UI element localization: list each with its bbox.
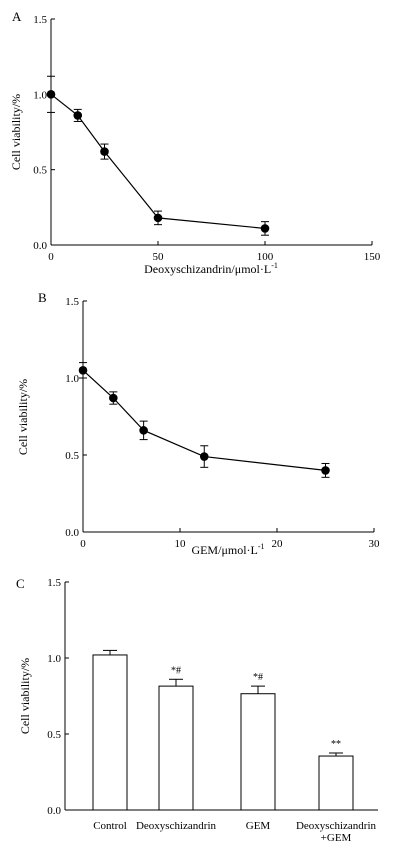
chart-panel-b: B 0.0 0.5 1.0 1.5 Cell viability/% 0 10 20 30 GEM/… bbox=[16, 290, 380, 557]
data-point bbox=[139, 426, 148, 435]
y-tick-label: 0.0 bbox=[33, 240, 47, 252]
data-point bbox=[153, 213, 163, 223]
data-point bbox=[73, 111, 83, 120]
category-label: +GEM bbox=[321, 832, 352, 844]
x-axis-label: Deoxyschizandrin/μmol·L-1 bbox=[144, 261, 278, 276]
x-axis-label-superscript: -1 bbox=[258, 542, 265, 551]
y-tick-label: 0.5 bbox=[65, 450, 79, 462]
bar bbox=[158, 685, 194, 811]
data-point bbox=[46, 90, 56, 99]
panel-label: C bbox=[16, 576, 25, 591]
x-tick-label: 20 bbox=[272, 538, 284, 550]
data-point bbox=[100, 147, 109, 156]
y-tick-label: 0.0 bbox=[65, 527, 79, 539]
x-tick-label: 0 bbox=[80, 538, 86, 550]
y-tick-label: 1.0 bbox=[65, 373, 79, 385]
y-axis-label: Cell viability/% bbox=[16, 379, 30, 455]
significance-label: *# bbox=[171, 665, 181, 676]
y-tick-label: 1.0 bbox=[47, 653, 61, 665]
significance-label: ** bbox=[331, 739, 341, 750]
data-point bbox=[199, 452, 209, 461]
series-line bbox=[50, 93, 266, 230]
panel-label: A bbox=[12, 9, 22, 24]
y-tick-label: 0.5 bbox=[47, 729, 61, 741]
category-label: Deoxyschizandrin bbox=[296, 820, 377, 832]
data-point bbox=[260, 224, 270, 233]
x-axis-label-text: Deoxyschizandrin/μmol·L bbox=[144, 262, 271, 276]
bar bbox=[92, 654, 128, 811]
y-tick-label: 1.5 bbox=[65, 296, 79, 308]
x-tick-label: 150 bbox=[364, 251, 381, 263]
chart-panel-a: A 0.0 0.5 1.0 1.5 Cell viability/% 0 50 100 150 De… bbox=[9, 9, 381, 276]
panel-label: B bbox=[38, 290, 47, 305]
y-tick-label: 1.0 bbox=[33, 89, 47, 101]
category-label: Deoxyschizandrin bbox=[136, 820, 217, 832]
x-tick-label: 50 bbox=[153, 251, 165, 263]
x-tick-label: 100 bbox=[257, 251, 274, 263]
y-axis-label: Cell viability/% bbox=[18, 658, 32, 734]
x-axis-label: GEM/μmol·L-1 bbox=[191, 542, 264, 557]
y-tick-label: 1.5 bbox=[33, 14, 47, 26]
x-tick-label: 10 bbox=[175, 538, 187, 550]
x-tick-label: 30 bbox=[369, 538, 381, 550]
y-tick-label: 0.0 bbox=[47, 805, 61, 817]
category-label: Control bbox=[93, 820, 127, 832]
data-point bbox=[321, 466, 330, 475]
x-axis-label-superscript: -1 bbox=[271, 261, 278, 270]
data-point bbox=[109, 393, 118, 403]
bar bbox=[240, 693, 276, 811]
y-tick-label: 1.5 bbox=[47, 577, 61, 589]
x-axis-label-text: GEM/μmol·L bbox=[191, 543, 257, 557]
y-tick-label: 0.5 bbox=[33, 165, 47, 177]
bar bbox=[318, 755, 354, 811]
y-axis-label: Cell viability/% bbox=[9, 94, 23, 170]
data-point bbox=[78, 366, 88, 375]
significance-label: *# bbox=[253, 672, 263, 683]
category-label: GEM bbox=[246, 820, 271, 832]
chart-panel-c: C 0.0 0.5 1.0 1.5 Cell viability/% Control *# De… bbox=[16, 576, 378, 844]
x-tick-label: 0 bbox=[48, 251, 54, 263]
